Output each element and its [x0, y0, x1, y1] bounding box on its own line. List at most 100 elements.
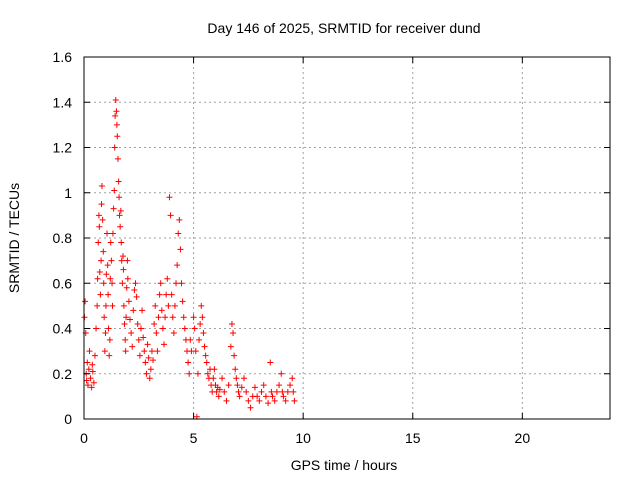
data-point — [85, 366, 92, 373]
data-point — [269, 393, 276, 400]
data-point — [116, 212, 123, 219]
data-point — [83, 377, 90, 384]
data-point — [163, 291, 170, 298]
data-point — [256, 397, 263, 404]
data-point — [245, 397, 252, 404]
data-point — [118, 257, 125, 264]
data-point — [150, 357, 157, 364]
data-point — [114, 133, 121, 140]
data-point — [94, 275, 101, 282]
data-point — [111, 187, 118, 194]
data-point — [247, 404, 254, 411]
x-tick-labels: 0 5 10 15 20 — [80, 430, 530, 446]
data-point — [135, 336, 142, 343]
data-point — [101, 314, 108, 321]
y-tick-label: 0.8 — [53, 230, 73, 246]
data-point — [278, 370, 285, 377]
data-point — [95, 239, 102, 246]
data-point — [232, 366, 239, 373]
data-point — [96, 223, 103, 230]
data-point — [282, 397, 289, 404]
data-point — [129, 343, 136, 350]
data-point — [116, 194, 123, 201]
data-point — [228, 320, 235, 327]
data-point — [219, 375, 226, 382]
data-point — [82, 298, 89, 305]
data-point — [113, 108, 120, 115]
data-point — [169, 314, 176, 321]
x-tick-label: 0 — [80, 430, 88, 446]
data-point — [213, 388, 220, 395]
data-point — [147, 366, 154, 373]
data-point — [238, 384, 245, 391]
data-point — [267, 359, 274, 366]
data-point — [121, 320, 128, 327]
data-point — [99, 216, 106, 223]
data-point — [273, 388, 280, 395]
data-point — [276, 382, 283, 389]
data-point — [151, 320, 158, 327]
data-point — [122, 348, 129, 355]
data-point — [200, 330, 207, 337]
data-point — [146, 375, 153, 382]
data-point — [176, 216, 183, 223]
data-point — [102, 302, 109, 309]
data-point — [199, 314, 206, 321]
data-point — [186, 370, 193, 377]
x-axis-label: GPS time / hours — [291, 457, 398, 473]
data-point — [231, 352, 238, 359]
data-point — [185, 359, 192, 366]
y-axis-label: SRMTID / TECUs — [6, 183, 22, 293]
data-point — [107, 239, 114, 246]
data-point — [117, 223, 124, 230]
data-point — [289, 375, 296, 382]
data-point — [124, 275, 131, 282]
data-point — [211, 366, 218, 373]
data-point — [96, 268, 103, 275]
data-point — [98, 257, 105, 264]
data-point — [265, 400, 272, 407]
data-point — [279, 388, 286, 395]
chart-title: Day 146 of 2025, SRMTID for receiver dun… — [207, 20, 480, 36]
data-point — [166, 194, 173, 201]
data-point — [105, 325, 112, 332]
data-point — [243, 388, 250, 395]
data-point — [162, 314, 169, 321]
data-point — [204, 370, 211, 377]
data-point — [236, 393, 243, 400]
grid-lines — [84, 57, 610, 419]
data-point — [203, 359, 210, 366]
data-point — [187, 336, 194, 343]
y-tick-labels: 0 0.2 0.4 0.6 0.8 1 1.2 1.4 1.6 — [53, 49, 73, 427]
data-point — [251, 384, 258, 391]
data-point — [153, 330, 160, 337]
data-point — [174, 262, 181, 269]
data-point — [262, 393, 269, 400]
data-point — [235, 388, 242, 395]
data-point — [165, 302, 172, 309]
data-point — [202, 352, 209, 359]
data-point — [233, 375, 240, 382]
data-point — [87, 375, 94, 382]
data-point — [98, 182, 105, 189]
data-point — [254, 393, 261, 400]
data-point — [157, 280, 164, 287]
data-point — [225, 382, 232, 389]
data-point — [90, 379, 97, 386]
data-point — [148, 348, 155, 355]
data-point — [112, 112, 119, 119]
data-point — [216, 386, 223, 393]
data-point — [167, 212, 174, 219]
data-point — [280, 393, 287, 400]
y-tick-label: 1.2 — [53, 140, 73, 156]
data-point — [155, 314, 162, 321]
data-point — [109, 230, 116, 237]
data-point — [141, 348, 148, 355]
data-point — [111, 144, 118, 151]
data-point — [221, 388, 228, 395]
data-point — [112, 96, 119, 103]
data-point — [180, 314, 187, 321]
data-point — [284, 388, 291, 395]
data-point — [118, 239, 125, 246]
data-point — [196, 336, 203, 343]
